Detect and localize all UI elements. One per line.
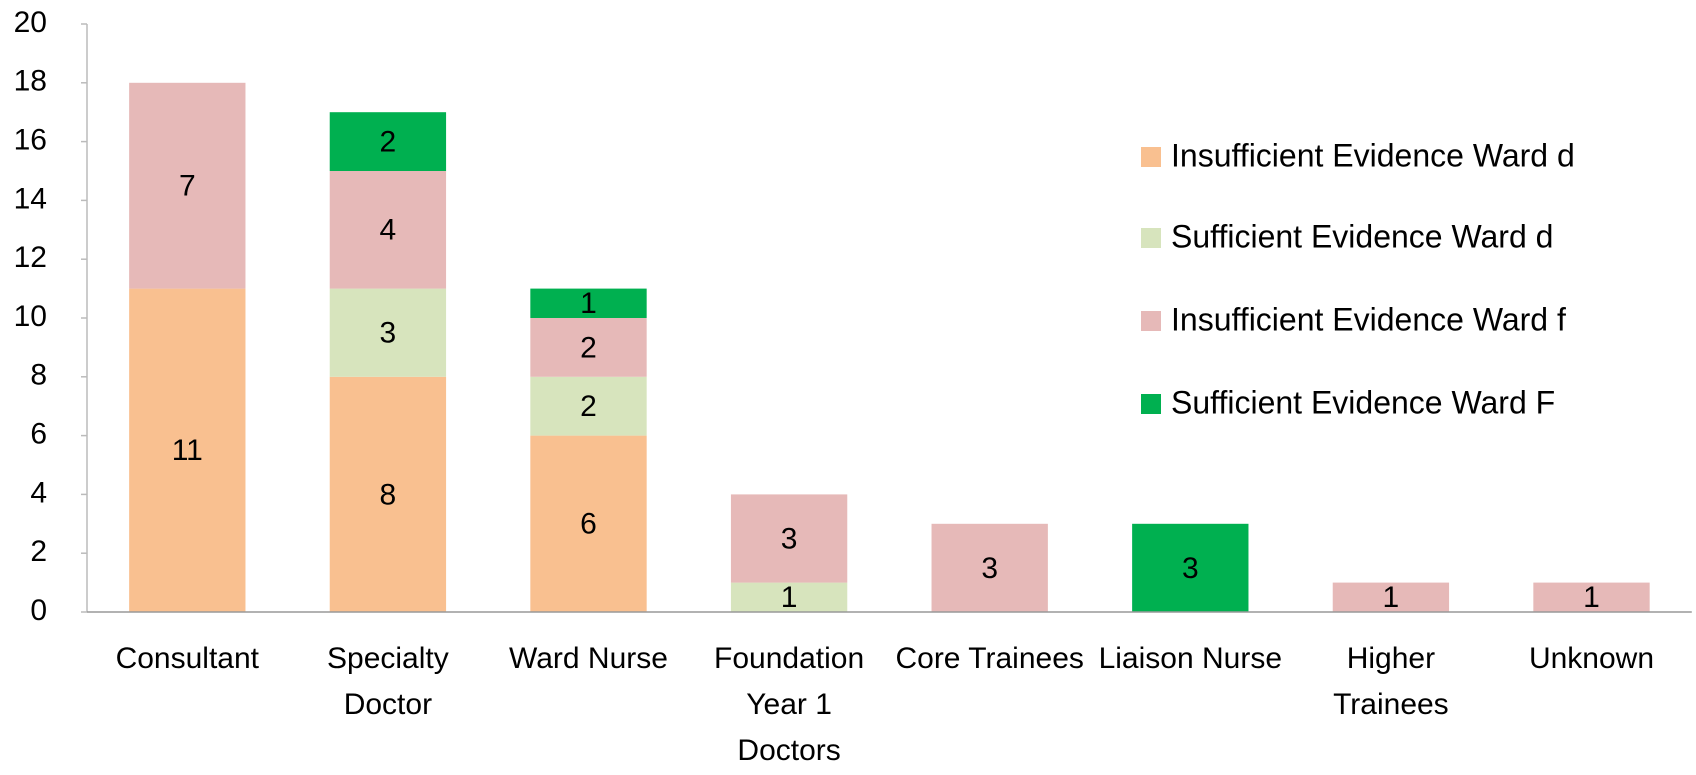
y-tick-label: 20 [14,6,47,39]
data-label: 2 [380,126,397,159]
bar-segment [1533,582,1650,612]
data-label: 1 [580,287,597,320]
bar-segment [329,171,447,289]
y-tick-label: 10 [14,300,47,333]
data-label: 3 [1182,552,1199,585]
data-label: 1 [1383,581,1400,614]
y-tick-label: 16 [14,124,47,157]
x-tick-label: Higher Trainees [1333,642,1449,721]
data-label: 11 [172,434,203,467]
x-tick-label: Consultant [115,642,260,675]
bar-segment [730,582,848,612]
data-label: 2 [580,331,597,364]
legend-label: Sufficient Evidence Ward d [1171,218,1553,254]
bar-segment [1132,523,1249,612]
legend-swatch [1141,147,1161,167]
x-tick-label: Liaison Nurse [1098,642,1283,675]
bar-segment [1332,582,1450,612]
x-tick-label: Ward Nurse [509,642,668,675]
y-tick-label: 8 [30,359,47,392]
bar-segment [129,82,246,289]
legend-label: Insufficient Evidence Ward d [1171,137,1575,173]
bar-segment [931,523,1048,612]
data-label: 1 [1583,581,1600,614]
bar-segment [329,376,447,612]
y-tick-label: 4 [30,476,47,509]
bar-segment [530,318,647,377]
data-label: 1 [781,581,798,614]
data-label: 3 [380,317,397,350]
y-tick-label: 0 [30,594,47,627]
bar-segment [129,288,246,612]
bar-segment [329,112,447,171]
bar-segment [530,435,647,612]
x-tick-label: Foundation Year 1 Doctors [714,642,865,767]
data-label: 2 [580,390,597,423]
y-tick-label: 2 [30,535,47,568]
y-tick-label: 18 [14,65,47,98]
data-label: 7 [179,170,196,203]
x-tick-label: Unknown [1528,642,1655,675]
legend-swatch [1141,311,1161,331]
y-tick-label: 12 [14,241,47,274]
bar-segment [530,376,647,436]
y-tick-label: 14 [14,182,47,215]
legend-swatch [1141,228,1161,248]
bar-segment [730,494,848,583]
data-label: 4 [380,214,397,247]
legend-label: Sufficient Evidence Ward F [1171,384,1555,420]
data-label: 3 [981,552,998,585]
x-tick-label: Specialty Doctor [327,642,449,721]
x-tick-label: Core Trainees [895,642,1084,675]
legend-label: Insufficient Evidence Ward f [1171,301,1566,337]
bar-segment [329,288,447,377]
bar-segment [530,288,647,318]
data-label: 8 [380,478,397,511]
data-label: 6 [580,508,597,541]
data-label: 3 [781,522,798,555]
legend-swatch [1141,394,1161,414]
y-tick-label: 6 [30,418,47,451]
